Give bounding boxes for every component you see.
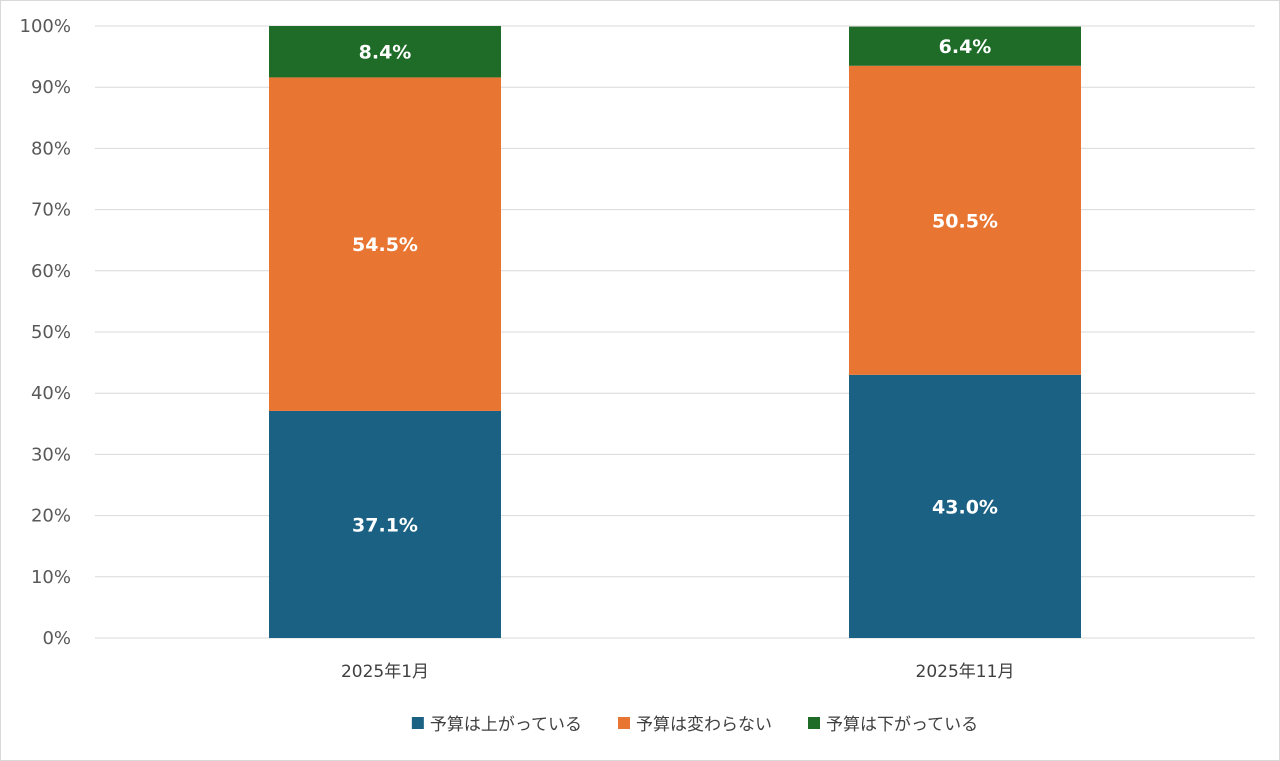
- legend-item: 予算は上がっている: [411, 715, 582, 735]
- bar-segment: [269, 77, 501, 411]
- legend-swatch: [618, 717, 630, 729]
- data-label: 37.1%: [352, 514, 418, 536]
- category-label: 2025年1月: [341, 662, 429, 682]
- legend-label: 予算は上がっている: [430, 715, 582, 735]
- y-tick-label: 20%: [31, 506, 71, 527]
- data-label: 54.5%: [352, 234, 418, 256]
- x-axis-categories: 2025年1月 2025年11月: [341, 662, 1015, 682]
- bar-segment: [849, 374, 1081, 638]
- y-tick-label: 70%: [31, 200, 71, 221]
- legend-label: 予算は変わらない: [636, 715, 772, 735]
- y-tick-label: 0%: [42, 628, 71, 649]
- legend-swatch: [808, 717, 820, 729]
- legend-item: 予算は下がっている: [808, 715, 978, 735]
- data-label: 8.4%: [359, 42, 412, 64]
- legend: 予算は上がっている 予算は変わらない 予算は下がっている: [411, 715, 978, 735]
- y-tick-label: 40%: [31, 383, 71, 404]
- legend-swatch: [411, 717, 424, 729]
- data-labels: 37.1% 54.5% 8.4% 43.0% 50.5% 6.4%: [352, 36, 998, 536]
- legend-item: 予算は変わらない: [618, 715, 772, 735]
- y-axis-ticks: 0% 10% 20% 30% 40% 50% 60% 70% 80% 90% 100%: [20, 16, 71, 649]
- legend-label: 予算は下がっている: [826, 715, 978, 735]
- bar-segment: [269, 26, 501, 78]
- category-label: 2025年11月: [916, 662, 1015, 682]
- data-label: 50.5%: [932, 210, 998, 232]
- y-tick-label: 50%: [31, 322, 71, 343]
- data-label: 6.4%: [939, 36, 992, 58]
- y-tick-label: 100%: [20, 16, 71, 37]
- bar-segment: [849, 26, 1081, 66]
- bars: [269, 26, 1081, 638]
- y-tick-label: 60%: [31, 261, 71, 282]
- y-tick-label: 90%: [31, 77, 71, 98]
- bar-segment: [849, 65, 1081, 375]
- y-tick-label: 80%: [31, 138, 71, 159]
- data-label: 43.0%: [932, 496, 998, 518]
- y-tick-label: 10%: [31, 567, 71, 588]
- bar-segment: [269, 410, 501, 638]
- y-tick-label: 30%: [31, 444, 71, 465]
